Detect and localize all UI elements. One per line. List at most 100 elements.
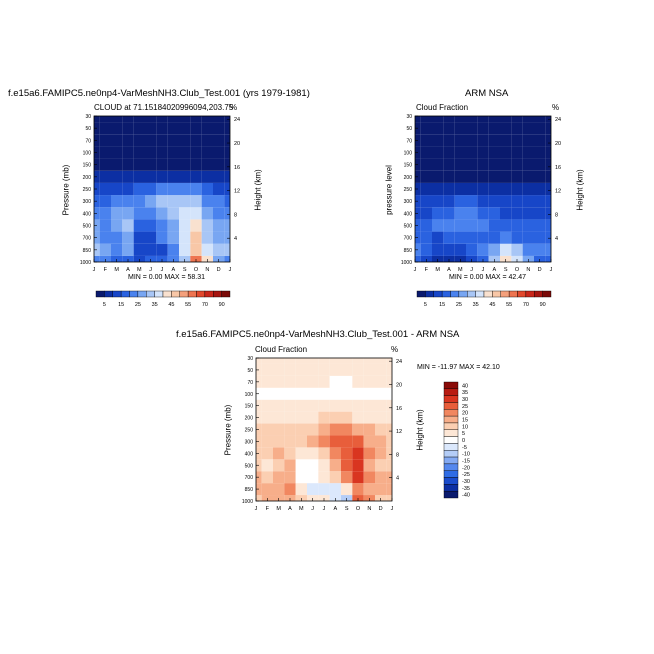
obs-heat-cell bbox=[534, 255, 546, 262]
diff-y2-tick-label: 8 bbox=[396, 452, 399, 458]
model-y-tick-label: 200 bbox=[83, 175, 92, 181]
diff-heat-cell bbox=[307, 423, 319, 436]
obs-heat-cell bbox=[420, 207, 432, 220]
diff-y-tick-label: 30 bbox=[247, 356, 253, 362]
diff-heat-cell bbox=[284, 358, 296, 364]
obs-heat-cell bbox=[454, 219, 466, 232]
model-heat-cell bbox=[201, 116, 213, 123]
model-heat-cell bbox=[122, 182, 134, 196]
diff-heat-cell bbox=[363, 399, 375, 412]
obs-heat-cell bbox=[443, 195, 455, 208]
model-heat-cell bbox=[133, 195, 145, 208]
model-heat-cell bbox=[122, 231, 134, 244]
obs-heat-cell bbox=[420, 116, 432, 123]
obs-heat-cell bbox=[454, 116, 466, 123]
obs-heat-cell bbox=[454, 146, 466, 159]
obs-heat-cell bbox=[511, 231, 523, 244]
obs-heat-cell bbox=[545, 219, 551, 232]
diff-heat-cell bbox=[386, 363, 392, 376]
diff-heat-cell bbox=[386, 459, 392, 472]
diff-heat-cell bbox=[375, 411, 387, 424]
obs-heat-cell bbox=[534, 134, 546, 147]
obs-heat-cell bbox=[511, 255, 523, 262]
obs-heat-cell bbox=[522, 231, 534, 244]
diff-x-tick-label: J bbox=[391, 506, 394, 512]
obs-heat-cell bbox=[500, 219, 512, 232]
diff-heat-cell bbox=[284, 387, 296, 400]
diff-heat-cell bbox=[318, 387, 330, 400]
model-heat-cell bbox=[145, 116, 157, 123]
obs-heat-cell bbox=[432, 122, 444, 135]
model-plot-title: f.e15a6.FAMIPC5.ne0np4-VarMeshNH3.Club_T… bbox=[8, 88, 310, 99]
diff-x-tick-label: J bbox=[323, 506, 326, 512]
obs-x-tick-label: A bbox=[447, 267, 451, 273]
diff-heat-cell bbox=[386, 423, 392, 436]
diff-y-tick-label: 400 bbox=[245, 451, 254, 457]
diff-y-tick-label: 850 bbox=[245, 487, 254, 493]
obs-heat-cell bbox=[443, 158, 455, 171]
obs-heat-cell bbox=[545, 158, 551, 171]
obs-heat-cell bbox=[522, 134, 534, 147]
obs-heat-cell bbox=[466, 219, 478, 232]
model-heat-cell bbox=[179, 146, 191, 159]
obs-heat-cell bbox=[432, 255, 444, 262]
diff-heat-cell bbox=[341, 411, 353, 424]
model-heat-cell bbox=[201, 170, 213, 183]
obs-colorbar-box bbox=[441, 290, 451, 298]
model-heat-cell bbox=[133, 170, 145, 183]
obs-heat-cell bbox=[488, 170, 500, 183]
model-heat-cell bbox=[224, 255, 230, 262]
diff-x-tick-label: S bbox=[345, 506, 349, 512]
obs-heat-cell bbox=[500, 134, 512, 147]
model-heat-cell bbox=[213, 122, 225, 135]
diff-heat-cell bbox=[329, 471, 341, 484]
diff-heat-cell bbox=[307, 471, 319, 484]
model-heat-cell bbox=[167, 170, 179, 183]
model-heat-cell bbox=[111, 116, 123, 123]
diff-heat-cell bbox=[261, 471, 273, 484]
model-heat-cell bbox=[201, 195, 213, 208]
model-heat-cell bbox=[224, 146, 230, 159]
model-heat-cell bbox=[145, 231, 157, 244]
obs-heat-cell bbox=[466, 134, 478, 147]
obs-heat-cell bbox=[534, 122, 546, 135]
model-heat-cell bbox=[179, 207, 191, 220]
model-heat-cell bbox=[99, 146, 111, 159]
diff-heat-cell bbox=[307, 435, 319, 448]
obs-heat-cell bbox=[420, 182, 432, 196]
diff-y2-tick-label: 12 bbox=[396, 429, 402, 435]
obs-heat-cell bbox=[511, 182, 523, 196]
obs-heat-cell bbox=[477, 255, 489, 262]
model-y2-tick-label: 24 bbox=[234, 117, 240, 123]
diff-colorbar-box bbox=[443, 463, 459, 471]
model-heat-cell bbox=[122, 219, 134, 232]
obs-heat-cell bbox=[534, 207, 546, 220]
model-y-tick-label: 400 bbox=[83, 211, 92, 217]
obs-colorbar-box bbox=[534, 290, 543, 298]
model-heat-cell bbox=[190, 146, 202, 159]
model-heat-cell bbox=[156, 182, 168, 196]
obs-heat-cell bbox=[454, 195, 466, 208]
diff-heat-cell bbox=[375, 375, 387, 388]
diff-colorbar-label: -10 bbox=[462, 452, 470, 458]
diff-heat-cell bbox=[318, 411, 330, 424]
obs-heat-cell bbox=[477, 219, 489, 232]
obs-heat-cell bbox=[420, 195, 432, 208]
obs-colorbar-box bbox=[500, 290, 510, 298]
diff-x-tick-label: A bbox=[333, 506, 337, 512]
obs-y2-tick-label: 24 bbox=[555, 117, 561, 123]
model-heat-cell bbox=[190, 158, 202, 171]
model-colorbar-box bbox=[104, 290, 113, 298]
diff-heat-cell bbox=[352, 399, 364, 412]
diff-heat-cell bbox=[307, 447, 319, 460]
model-heat-cell bbox=[167, 255, 179, 262]
obs-heat-cell bbox=[500, 122, 512, 135]
diff-heat-cell bbox=[386, 387, 392, 400]
model-heat-cell bbox=[213, 195, 225, 208]
model-colorbar-box bbox=[120, 290, 130, 298]
model-x-tick-label: F bbox=[104, 267, 108, 273]
obs-heat-cell bbox=[454, 182, 466, 196]
obs-y-tick-label: 700 bbox=[404, 236, 413, 242]
model-heat-cell bbox=[111, 170, 123, 183]
